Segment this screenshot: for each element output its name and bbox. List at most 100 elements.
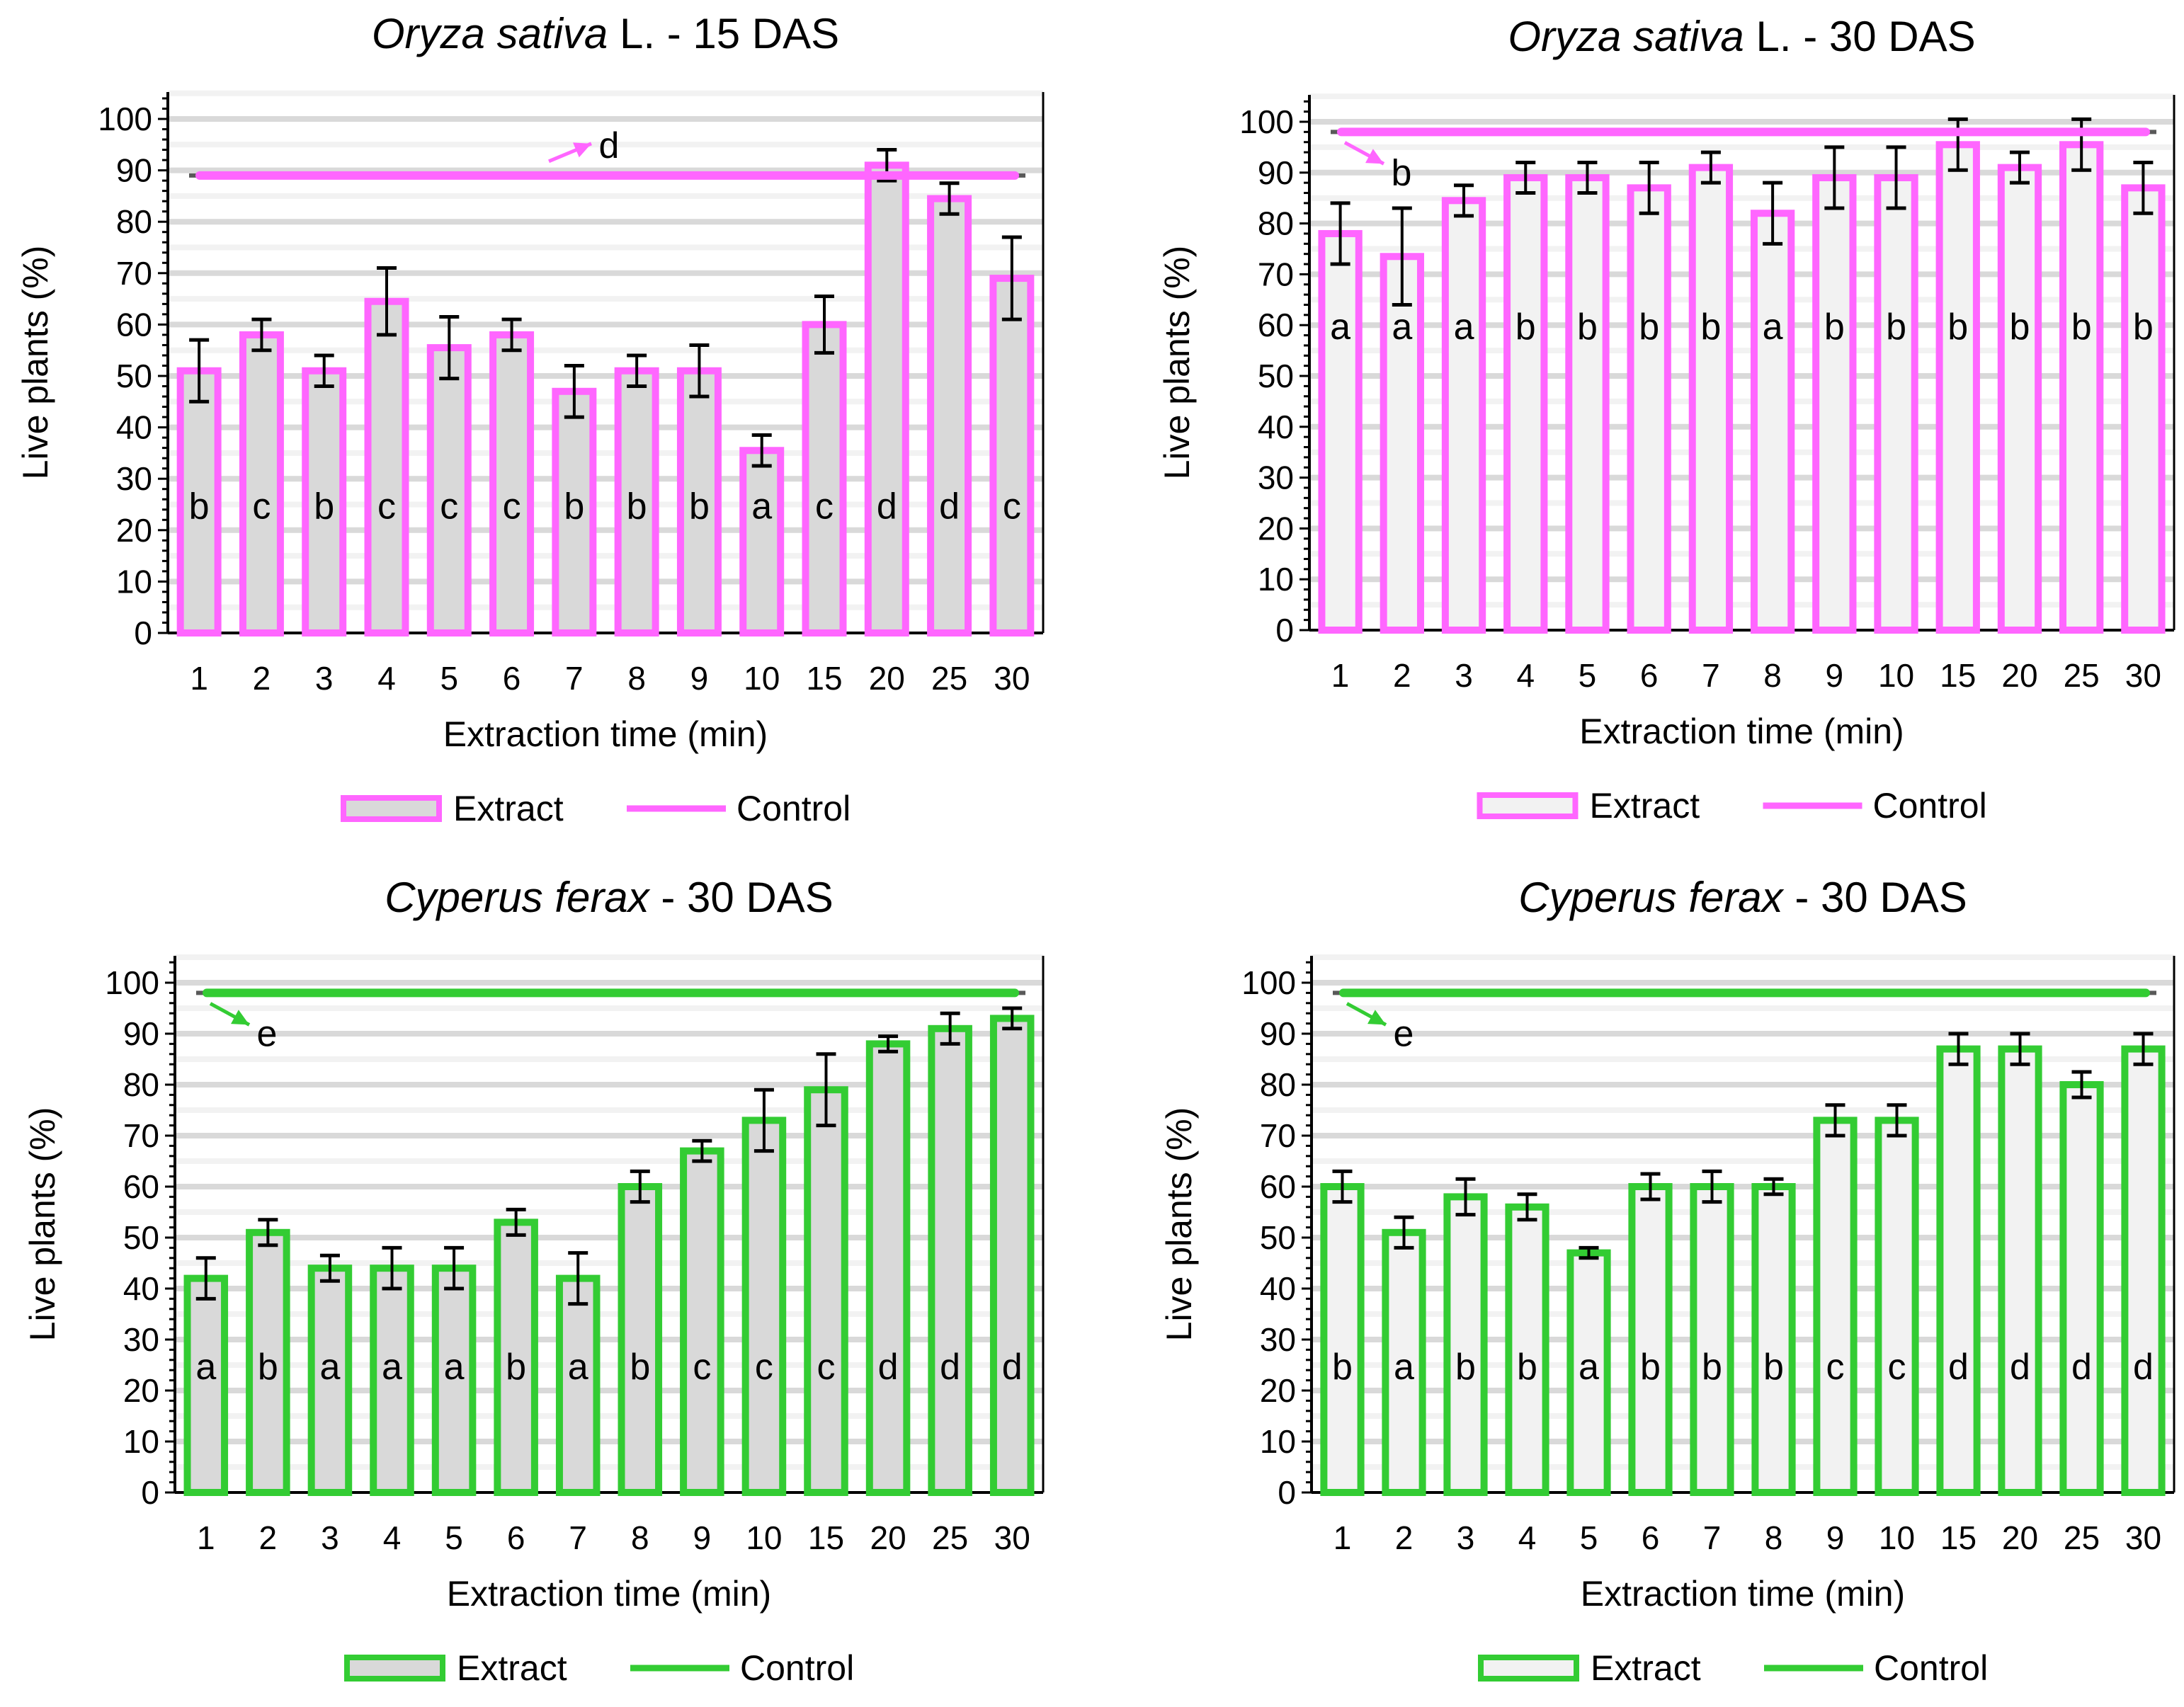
significance-letter: a xyxy=(1394,1347,1414,1388)
x-tick-label: 6 xyxy=(503,660,521,697)
bar xyxy=(802,321,847,636)
bar xyxy=(1441,197,1486,634)
legend-label-extract: Extract xyxy=(453,789,564,828)
y-tick-label: 60 xyxy=(123,1168,159,1205)
chart-panel-4: 0 10 20 30 40 50 60 70 80 90 100 Cyperus ferax - 30… xyxy=(1159,874,2176,1688)
significance-letter: c xyxy=(1003,486,1021,527)
chart-title: Cyperus ferax - 30 DAS xyxy=(385,874,834,921)
bar xyxy=(1318,229,1363,634)
chart-title: Cyperus ferax - 30 DAS xyxy=(1518,874,1967,921)
x-tick-label: 10 xyxy=(1879,1519,1915,1556)
x-tick-label: 9 xyxy=(693,1519,712,1556)
bar xyxy=(739,447,785,637)
y-tick-label: 0 xyxy=(134,615,152,651)
x-tick-label: 3 xyxy=(315,660,334,697)
bar xyxy=(1320,1183,1365,1496)
significance-letter: b xyxy=(506,1347,526,1388)
y-tick-label: 50 xyxy=(116,358,152,394)
legend: Extract Control xyxy=(344,1648,854,1688)
significance-letter: b xyxy=(1640,1347,1661,1388)
chart-title: Oryza sativa L. - 15 DAS xyxy=(372,10,839,57)
x-tick-label: 3 xyxy=(1455,657,1473,694)
y-tick-label: 90 xyxy=(1260,1015,1296,1052)
y-tick-label: 30 xyxy=(123,1321,159,1358)
x-tick-label: 7 xyxy=(569,1519,587,1556)
x-axis-label: Extraction time (min) xyxy=(447,1574,771,1614)
significance-letter: a xyxy=(1579,1347,1599,1388)
significance-letter: b xyxy=(1947,307,1968,348)
x-tick-label: 30 xyxy=(994,660,1030,697)
bar xyxy=(865,1040,911,1496)
x-tick-label: 7 xyxy=(1703,1519,1722,1556)
y-tick-label: 0 xyxy=(1278,1474,1296,1511)
y-tick-label: 20 xyxy=(123,1372,159,1409)
arrow-head-icon xyxy=(1365,149,1384,164)
y-tick-label: 30 xyxy=(1260,1321,1296,1358)
x-tick-label: 1 xyxy=(190,660,208,697)
significance-letter: b xyxy=(2071,307,2092,348)
x-tick-label: 4 xyxy=(377,660,396,697)
significance-letter: a xyxy=(195,1347,216,1388)
y-tick-label: 90 xyxy=(116,152,152,189)
x-tick-label: 15 xyxy=(808,1519,844,1556)
bar xyxy=(2059,1081,2104,1496)
bar xyxy=(1628,1183,1673,1496)
x-tick-label: 10 xyxy=(1878,657,1914,694)
significance-letter: b xyxy=(2133,307,2154,348)
significance-letter: b xyxy=(1515,307,1536,348)
x-tick-label: 4 xyxy=(1516,657,1535,694)
bar xyxy=(2121,1045,2166,1496)
bar xyxy=(1750,210,1795,634)
significance-letter: b xyxy=(314,486,334,527)
y-axis-label: Live plants (%) xyxy=(23,1107,62,1342)
y-tick-label: 100 xyxy=(1241,964,1296,1001)
x-tick-label: 5 xyxy=(440,660,458,697)
title-species: Cyperus ferax xyxy=(385,874,650,921)
significance-letter: b xyxy=(189,486,210,527)
chart-title: Oryza sativa L. - 30 DAS xyxy=(1508,13,1975,60)
x-tick-label: 20 xyxy=(870,1519,906,1556)
x-tick-label: 20 xyxy=(2001,657,2037,694)
significance-letter: d xyxy=(1948,1347,1969,1388)
significance-letter: a xyxy=(1392,307,1412,348)
bar xyxy=(1565,173,1610,634)
bar xyxy=(2059,141,2104,634)
bar xyxy=(1935,141,1980,634)
x-tick-label: 30 xyxy=(994,1519,1030,1556)
legend-label-extract: Extract xyxy=(457,1648,567,1688)
x-tick-label: 5 xyxy=(445,1519,463,1556)
bar xyxy=(246,1228,290,1497)
y-tick-label: 30 xyxy=(1258,459,1294,496)
y-tick-label: 50 xyxy=(123,1219,159,1256)
chart-panel-1: 0 10 20 30 40 50 60 70 80 90 100 Oryza sativa L. - … xyxy=(16,10,1045,828)
significance-letter: c xyxy=(440,486,458,527)
bar xyxy=(680,1147,724,1496)
y-tick-label: 80 xyxy=(1258,205,1294,242)
x-tick-label: 2 xyxy=(259,1519,278,1556)
significance-letter: d xyxy=(877,486,897,527)
y-tick-label: 20 xyxy=(1258,510,1294,547)
y-tick-label: 40 xyxy=(1260,1270,1296,1307)
bar xyxy=(489,331,535,636)
bar xyxy=(1813,1117,1858,1496)
significance-letter: b xyxy=(1886,307,1906,348)
control-significance-letter: d xyxy=(599,125,620,166)
arrow-head-icon xyxy=(231,1010,249,1025)
significance-letter: c xyxy=(1826,1347,1845,1388)
y-tick-label: 90 xyxy=(1258,154,1294,191)
bar xyxy=(1998,1045,2042,1496)
x-tick-label: 2 xyxy=(253,660,271,697)
bar xyxy=(1751,1183,1796,1496)
legend: Extract Control xyxy=(1477,786,1987,826)
x-tick-label: 6 xyxy=(1642,1519,1660,1556)
x-axis-label: Extraction time (min) xyxy=(1581,1574,1905,1614)
y-axis-label: Live plants (%) xyxy=(1157,246,1197,480)
x-tick-label: 20 xyxy=(2002,1519,2038,1556)
legend-label-control: Control xyxy=(740,1648,854,1688)
x-tick-label: 7 xyxy=(1702,657,1720,694)
bar xyxy=(1688,164,1734,634)
x-tick-label: 15 xyxy=(806,660,842,697)
y-tick-label: 60 xyxy=(1260,1168,1296,1205)
y-tick-label: 20 xyxy=(116,512,152,549)
